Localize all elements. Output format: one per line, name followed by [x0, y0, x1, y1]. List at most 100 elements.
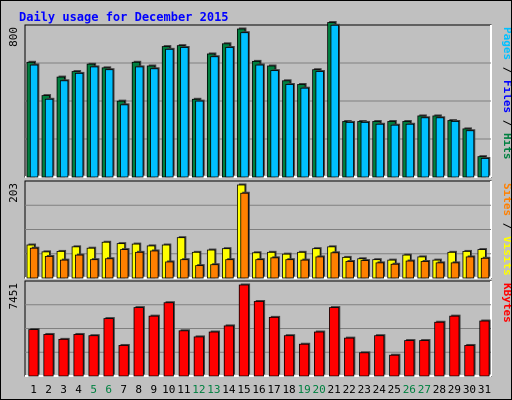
- legend-kbytes: KBytes: [501, 283, 511, 323]
- bar-files-8: [135, 66, 144, 178]
- bar-sites-7: [120, 249, 129, 279]
- bar-sites-26: [405, 260, 415, 279]
- bar-files-10: [165, 48, 174, 178]
- legend-usage: Pages / Files / Hits: [501, 27, 511, 160]
- x-tick-label-2: 2: [45, 383, 52, 396]
- bar-kbytes-18: [283, 335, 295, 377]
- legend-hits: Hits: [501, 133, 511, 160]
- bar-files-21: [330, 24, 339, 178]
- bar-files-31: [480, 158, 490, 178]
- x-tick-label-20: 20: [313, 383, 326, 396]
- bar-sites-24: [375, 262, 384, 279]
- bar-sites-1: [29, 247, 39, 279]
- bar-kbytes-11: [178, 330, 189, 377]
- bar-kbytes-19: [298, 343, 310, 377]
- bar-kbytes-24: [374, 335, 385, 377]
- bar-sites-2: [44, 256, 54, 279]
- x-tick-label-15: 15: [237, 383, 250, 396]
- x-tick-label-4: 4: [75, 383, 82, 396]
- max-label-visits: 203: [7, 183, 20, 203]
- bar-sites-25: [390, 263, 399, 279]
- x-tick-label-25: 25: [388, 383, 401, 396]
- bar-sites-11: [180, 259, 189, 279]
- bar-files-3: [59, 80, 69, 178]
- bar-sites-22: [345, 261, 354, 279]
- legend-visits: Visits: [501, 236, 511, 276]
- bar-files-17: [270, 70, 279, 178]
- x-tick-label-14: 14: [222, 383, 236, 396]
- bar-files-4: [75, 73, 84, 178]
- bar-kbytes-14: [223, 325, 234, 377]
- bar-files-12: [195, 100, 204, 178]
- x-tick-label-19: 19: [297, 383, 310, 396]
- bar-sites-29: [450, 262, 460, 279]
- bar-files-13: [210, 56, 219, 178]
- bar-kbytes-13: [208, 331, 219, 377]
- bar-sites-14: [225, 259, 234, 279]
- legend-separator: /: [501, 113, 511, 133]
- bar-kbytes-8: [133, 307, 144, 377]
- bar-files-30: [465, 130, 475, 178]
- bar-files-7: [120, 104, 129, 178]
- legend-separator: /: [501, 216, 511, 236]
- bar-kbytes-30: [464, 345, 475, 377]
- bar-files-27: [420, 117, 430, 178]
- bar-kbytes-31: [479, 320, 490, 377]
- legend-sites: Sites: [501, 183, 511, 216]
- bar-files-15: [240, 32, 249, 178]
- bar-kbytes-5: [88, 335, 99, 377]
- bar-kbytes-12: [193, 336, 204, 377]
- x-tick-label-22: 22: [343, 383, 356, 396]
- bar-kbytes-6: [103, 318, 114, 377]
- bar-kbytes-16: [253, 301, 265, 377]
- bar-sites-20: [315, 256, 324, 279]
- bar-files-29: [450, 121, 460, 178]
- bar-files-14: [225, 47, 234, 178]
- bar-sites-28: [435, 262, 445, 279]
- bar-kbytes-22: [344, 337, 355, 377]
- x-tick-label-31: 31: [478, 383, 491, 396]
- x-tick-label-7: 7: [120, 383, 127, 396]
- x-tick-label-11: 11: [177, 383, 190, 396]
- bar-kbytes-25: [389, 354, 400, 377]
- bar-kbytes-7: [118, 345, 129, 377]
- bar-sites-30: [465, 256, 475, 279]
- x-tick-label-21: 21: [328, 383, 341, 396]
- x-tick-label-10: 10: [162, 383, 175, 396]
- x-tick-label-13: 13: [207, 383, 220, 396]
- bar-kbytes-15: [238, 284, 249, 377]
- x-tick-label-5: 5: [90, 383, 97, 396]
- bar-files-25: [390, 124, 399, 178]
- bar-kbytes-17: [268, 316, 280, 377]
- bar-sites-4: [75, 254, 84, 279]
- legend-files: Files: [501, 80, 511, 113]
- bar-sites-3: [59, 259, 69, 279]
- bar-sites-27: [420, 261, 430, 279]
- bar-kbytes-20: [314, 331, 325, 377]
- x-tick-label-1: 1: [30, 383, 37, 396]
- x-tick-label-24: 24: [373, 383, 387, 396]
- bar-files-26: [405, 123, 415, 178]
- bar-files-24: [375, 123, 384, 178]
- x-tick-label-12: 12: [192, 383, 205, 396]
- bar-files-19: [300, 87, 309, 178]
- bar-files-5: [90, 66, 99, 178]
- x-tick-label-6: 6: [105, 383, 112, 396]
- bar-files-28: [435, 117, 445, 178]
- bar-sites-8: [135, 251, 144, 279]
- chart-title: Daily usage for December 2015: [19, 10, 229, 24]
- bar-files-23: [360, 122, 369, 178]
- bar-sites-5: [90, 259, 99, 279]
- bar-files-11: [180, 47, 189, 178]
- legend-separator: /: [501, 60, 511, 80]
- x-tick-label-27: 27: [418, 383, 431, 396]
- x-tick-label-29: 29: [448, 383, 461, 396]
- bar-files-22: [345, 122, 354, 178]
- bar-kbytes-2: [43, 334, 54, 377]
- bar-sites-13: [210, 264, 219, 279]
- x-tick-label-9: 9: [150, 383, 157, 396]
- bar-kbytes-29: [449, 315, 460, 377]
- bar-kbytes-9: [148, 315, 159, 377]
- max-label-kbytes: 7451: [7, 283, 20, 310]
